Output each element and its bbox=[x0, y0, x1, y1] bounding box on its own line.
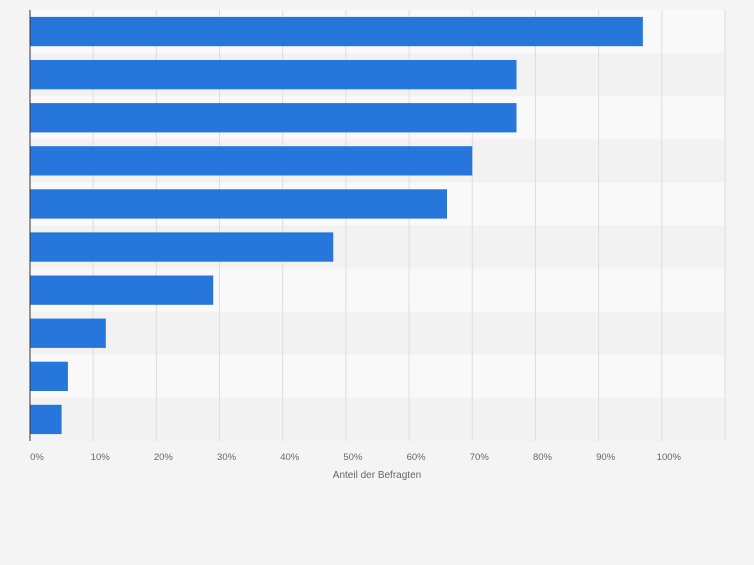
x-tick-label: 50% bbox=[343, 452, 363, 463]
bar bbox=[30, 103, 517, 133]
bar bbox=[30, 318, 106, 348]
x-tick-label: 40% bbox=[280, 452, 300, 463]
bar bbox=[30, 189, 447, 219]
x-axis-tick-labels: 0% 10% 20% 30% 40% 50% 60% 70% 80% 90% 100% bbox=[30, 452, 681, 463]
x-tick-label: 80% bbox=[533, 452, 553, 463]
x-tick-label: 100% bbox=[657, 452, 682, 463]
x-tick-label: 90% bbox=[596, 452, 616, 463]
bars bbox=[30, 16, 643, 435]
x-tick-label: 70% bbox=[470, 452, 490, 463]
bar bbox=[30, 232, 334, 262]
bar bbox=[30, 146, 473, 176]
x-axis-title: Anteil der Befragten bbox=[333, 470, 421, 481]
x-tick-label: 0% bbox=[30, 452, 44, 463]
bar bbox=[30, 275, 214, 305]
x-tick-label: 20% bbox=[154, 452, 174, 463]
row-band bbox=[30, 311, 725, 355]
x-tick-label: 30% bbox=[217, 452, 237, 463]
bar bbox=[30, 361, 68, 392]
x-tick-label: 10% bbox=[91, 452, 111, 463]
row-band bbox=[30, 354, 725, 398]
bar bbox=[30, 16, 643, 47]
row-band bbox=[30, 397, 725, 441]
x-tick-label: 60% bbox=[407, 452, 427, 463]
bar bbox=[30, 59, 517, 90]
bar bbox=[30, 404, 62, 435]
